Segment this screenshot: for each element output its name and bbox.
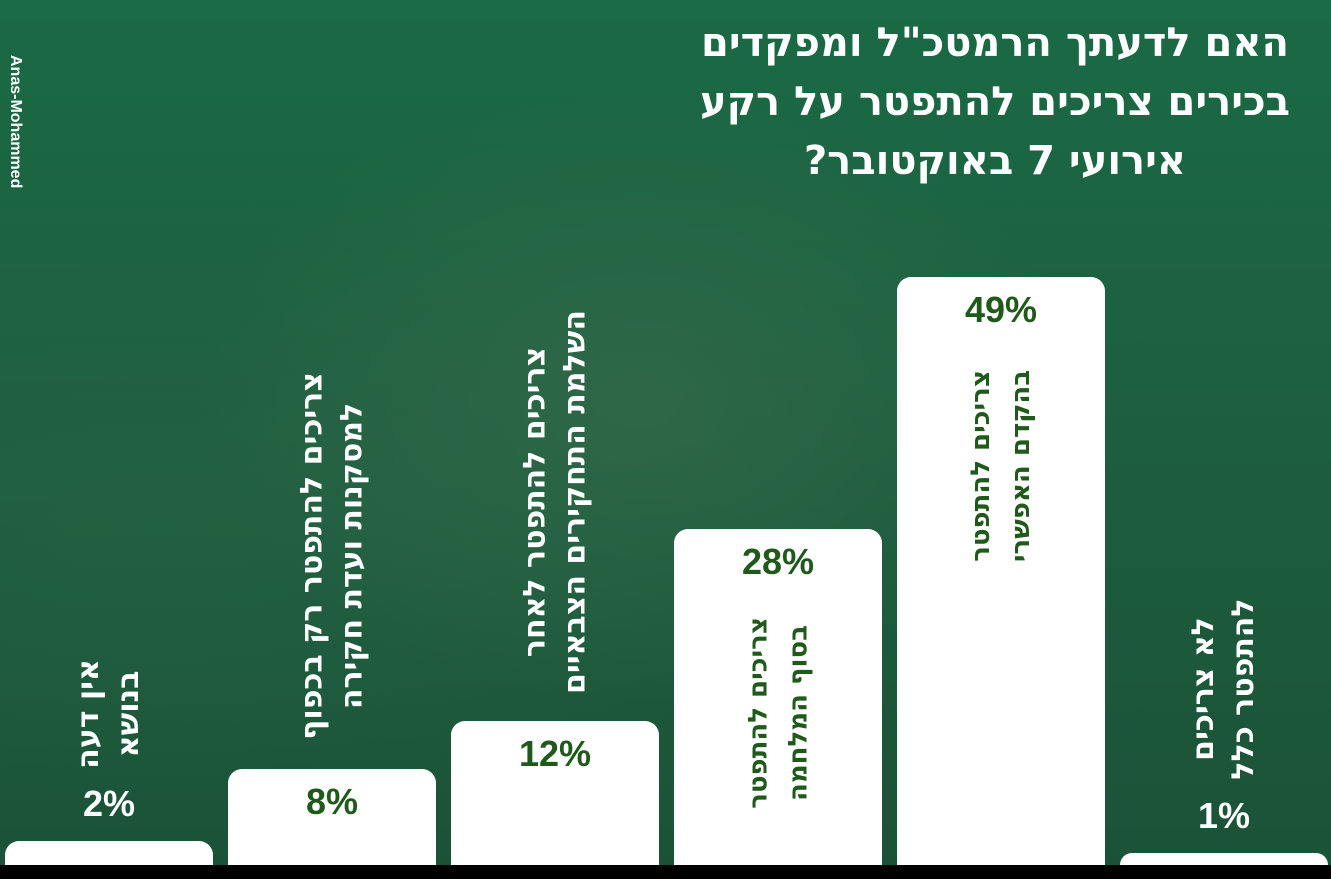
- value-label: 49%: [964, 289, 1038, 330]
- category-label: צריכים להתפטר בסוף המלחמה: [742, 617, 813, 810]
- bar: [5, 841, 213, 865]
- watermark: Anas-Mohammed: [7, 55, 24, 189]
- chart-title: האם לדעתך הרמטכ"ל ומפקדים בכירים צריכים …: [699, 20, 1291, 184]
- bar: [897, 277, 1105, 865]
- value-label: 28%: [741, 541, 815, 582]
- bar: [228, 769, 436, 865]
- category-label: לא צריכים להתפטר כלל: [1185, 598, 1261, 780]
- category-label: צריכים להתפטר לאחר השלמת התחקירים הצבאיי…: [516, 309, 592, 694]
- category-label: צריכים להתפטר בהקדם האפשרי: [965, 369, 1036, 563]
- category-label: אין דעה בנושא: [70, 659, 146, 769]
- value-label: 8%: [305, 781, 359, 822]
- bottom-strip: [0, 865, 1331, 879]
- value-label: 12%: [518, 733, 592, 774]
- value-label: 1%: [1197, 795, 1251, 836]
- value-label: 2%: [82, 783, 136, 824]
- bar: [451, 721, 659, 865]
- bar: [674, 529, 882, 865]
- category-label: צריכים להתפטר רק בכפוף למסקנות ועדת חקיר…: [293, 371, 369, 740]
- bar: [1120, 853, 1328, 865]
